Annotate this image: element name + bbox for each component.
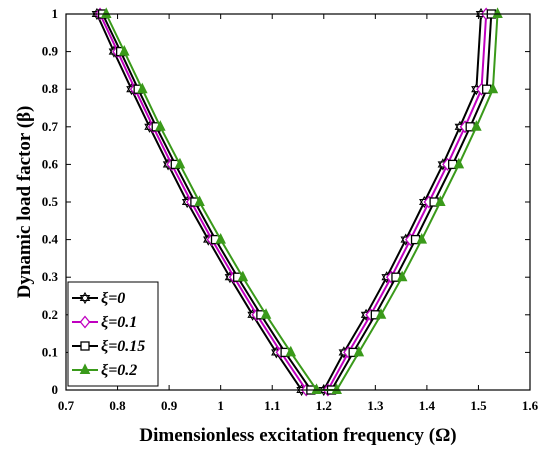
y-tick-label: 0.5 xyxy=(42,194,59,209)
x-tick-label: 0.7 xyxy=(58,398,75,413)
y-tick-label: 1 xyxy=(52,6,59,21)
legend-swatch-marker xyxy=(79,291,91,305)
data-point xyxy=(453,157,465,169)
data-point xyxy=(434,195,446,206)
data-point xyxy=(237,270,249,282)
y-tick-label: 0.4 xyxy=(42,232,59,247)
x-tick-label: 1.4 xyxy=(419,398,436,413)
x-tick-label: 1.1 xyxy=(264,398,280,413)
legend-label: ξ=0.2 xyxy=(101,362,137,379)
data-point xyxy=(416,232,428,244)
data-point xyxy=(492,7,503,18)
y-axis-title: Dynamic load factor (β) xyxy=(14,106,35,299)
legend-label: ξ=0.15 xyxy=(101,338,145,355)
data-point xyxy=(471,120,482,131)
y-tick-label: 0.1 xyxy=(42,344,58,359)
data-point xyxy=(260,308,272,319)
y-tick-label: 0.8 xyxy=(42,81,59,96)
data-point xyxy=(118,44,130,56)
data-point xyxy=(215,232,226,244)
y-tick-label: 0.6 xyxy=(42,156,59,171)
x-tick-label: 1.2 xyxy=(316,398,332,413)
y-tick-label: 0.7 xyxy=(42,119,59,134)
legend-swatch-marker xyxy=(79,315,91,329)
legend-swatch-marker xyxy=(80,341,90,351)
data-point xyxy=(155,120,166,131)
x-tick-label: 0.8 xyxy=(109,398,126,413)
legend: ξ=0 ξ=0.1 ξ=0.15 ξ=0.2 xyxy=(67,281,159,387)
data-point xyxy=(136,82,148,94)
ticks-layer: 0.7 0.8 0.9 1 1.1 1.2 1.3 1.4 1.5 1.6 0 0.1 0.2 0.3 0.… xyxy=(42,6,539,413)
x-axis-title: Dimensionless excitation frequency (Ω) xyxy=(139,425,456,446)
data-point xyxy=(285,345,297,357)
y-tick-label: 0.2 xyxy=(42,307,58,322)
data-point xyxy=(375,308,387,319)
x-tick-label: 1.5 xyxy=(470,398,487,413)
x-tick-label: 1.3 xyxy=(367,398,384,413)
data-point xyxy=(396,270,408,282)
x-tick-label: 0.9 xyxy=(161,398,178,413)
data-point xyxy=(353,345,365,357)
x-tick-label: 1 xyxy=(217,398,224,413)
data-point xyxy=(311,383,322,394)
legend-label: ξ=0.1 xyxy=(101,314,137,331)
y-tick-label: 0 xyxy=(52,382,59,397)
data-point xyxy=(174,157,186,169)
y-tick-label: 0.3 xyxy=(42,269,59,284)
y-tick-label: 0.9 xyxy=(42,44,59,59)
data-point xyxy=(100,7,112,18)
data-point xyxy=(194,195,205,206)
data-point xyxy=(487,82,499,94)
legend-swatch-marker xyxy=(79,363,91,374)
legend-label: ξ=0 xyxy=(101,290,125,307)
data-point xyxy=(331,383,342,394)
x-tick-label: 1.6 xyxy=(522,398,539,413)
